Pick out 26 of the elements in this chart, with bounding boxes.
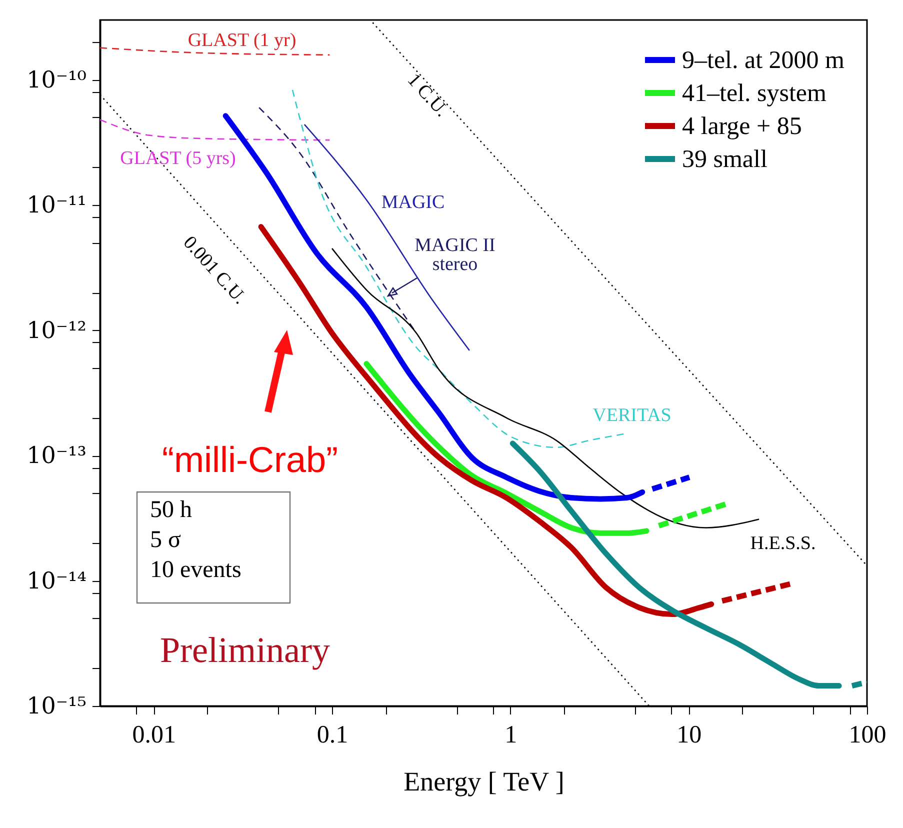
legend-label: 4 large + 85 xyxy=(682,113,802,140)
annotation: MAGIC xyxy=(381,192,445,213)
annotation: MAGIC II stereo xyxy=(414,235,496,275)
x-tick-label: 100 xyxy=(848,722,886,748)
legend-label: 41–tel. system xyxy=(682,80,827,107)
annotation: H.E.S.S. xyxy=(750,533,816,554)
annotation: VERITAS xyxy=(592,405,672,426)
annotation: 1 C.U. xyxy=(403,70,452,121)
legend-label: 9–tel. at 2000 m xyxy=(682,47,846,74)
x-tick-label: 0.1 xyxy=(316,722,348,748)
annotation: GLAST (5 yrs) xyxy=(120,148,236,169)
legend-label: 39 small xyxy=(682,146,768,173)
x-axis-title: Energy [ TeV ] xyxy=(404,766,564,796)
y-tick-label: 10⁻¹¹ xyxy=(26,192,86,219)
x-tick-label: 10 xyxy=(676,722,702,748)
y-tick-label: 10⁻¹⁰ xyxy=(26,67,86,94)
annotation: Preliminary xyxy=(160,630,330,670)
y-tick-label: 10⁻¹² xyxy=(26,318,86,344)
y-tick-label: 10⁻¹⁵ xyxy=(26,694,86,720)
y-tick-label: 10⁻¹³ xyxy=(26,443,86,470)
annotation: “milli-Crab” xyxy=(162,439,338,480)
annotation: 50 h 5 σ 10 events xyxy=(150,497,242,583)
x-tick-label: 1 xyxy=(504,722,518,748)
y-tick-label: 10⁻¹⁴ xyxy=(26,568,86,594)
annotation: GLAST (1 yr) xyxy=(188,30,296,51)
x-tick-label: 0.01 xyxy=(132,722,176,748)
